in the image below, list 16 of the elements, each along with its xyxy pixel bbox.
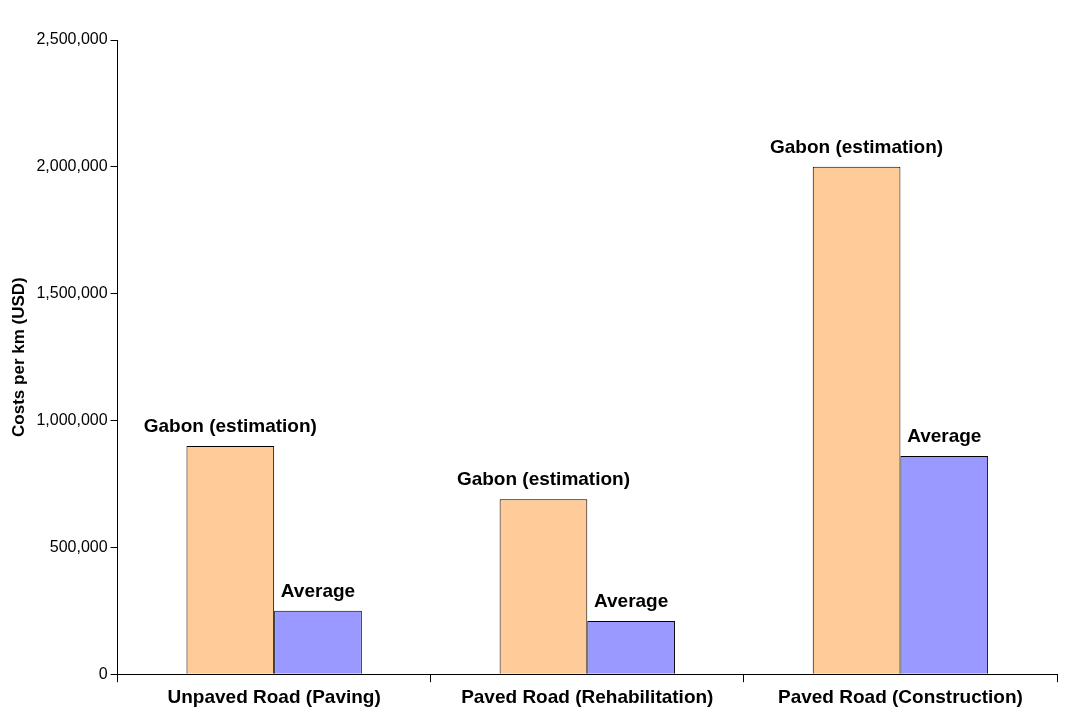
text: Gabon (estimation) [143,414,317,436]
x-tick-label: Paved Road (Construction) [777,685,1023,707]
y-tick-label: 2,000,000 [36,157,108,175]
series-label: Gabon (estimation) [456,467,631,489]
series-label: Average [280,579,356,601]
text: Average [907,424,982,446]
text: Average [593,589,669,611]
y-axis-title: Costs per km (USD) [8,277,28,437]
y-tick-label: 500,000 [49,537,108,555]
y-tick-label: 1,500,000 [36,284,108,302]
y-tick-label: 0 [98,664,108,682]
text: Gabon (estimation) [770,135,944,157]
y-tick-label: 1,000,000 [36,410,108,428]
y-tick-label: 2,500,000 [36,30,108,48]
x-tick-label: Paved Road (Rehabilitation) [461,685,714,707]
x-tick-label: Unpaved Road (Paving) [167,685,381,707]
